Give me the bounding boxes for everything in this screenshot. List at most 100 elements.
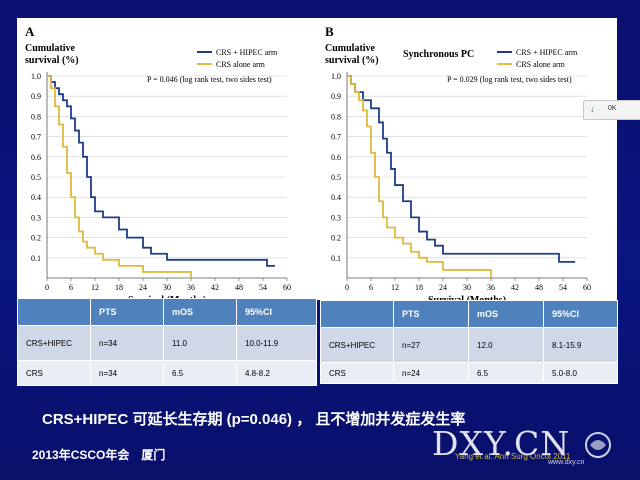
p-value-note: P = 0.046 (log rank test, two sides test… xyxy=(147,75,272,84)
x-tick-label: 0 xyxy=(45,283,49,292)
table-header-row: PTS mOS 95%CI xyxy=(320,300,618,328)
x-tick-label: 60 xyxy=(583,283,591,292)
table-row: CRS n=34 6.5 4.8-8.2 xyxy=(17,360,317,386)
x-tick-label: 6 xyxy=(369,283,373,292)
x-tick-label: 30 xyxy=(463,283,471,292)
table-cell: 6.5 xyxy=(163,360,237,386)
y-axis-label: Cumulative xyxy=(25,43,76,54)
y-tick-label: 0.4 xyxy=(31,193,41,202)
x-tick-label: 24 xyxy=(439,283,447,292)
x-tick-label: 42 xyxy=(211,283,219,292)
table-cell: 10.0-11.9 xyxy=(236,325,317,361)
x-tick-label: 42 xyxy=(511,283,519,292)
survival-curve-hipec xyxy=(47,75,275,267)
y-tick-label: 0.2 xyxy=(331,234,341,243)
x-tick-label: 0 xyxy=(345,283,349,292)
y-tick-label: 1.0 xyxy=(331,72,341,81)
table-cell: 11.0 xyxy=(163,325,237,361)
table-header-cell xyxy=(320,300,394,328)
table-cell: CRS xyxy=(320,362,394,384)
y-tick-label: 0.5 xyxy=(31,173,41,182)
y-tick-label: 0.9 xyxy=(31,92,41,101)
table-header-cell: mOS xyxy=(468,300,544,328)
x-tick-label: 18 xyxy=(115,283,123,292)
conference-footer: 2013年CSCO年会 厦门 xyxy=(32,448,166,462)
y-tick-label: 0.3 xyxy=(331,213,341,222)
survival-curve-crs xyxy=(347,75,492,278)
watermark-url: www.dxy.cn xyxy=(548,459,585,466)
table-cell: 8.1-15.9 xyxy=(543,327,618,363)
legend-label: CRS alone arm xyxy=(216,60,266,69)
table-cell: n=34 xyxy=(90,325,164,361)
table-cell: n=34 xyxy=(90,360,164,386)
legend-label: CRS alone arm xyxy=(516,60,566,69)
table-header-cell xyxy=(17,298,91,326)
x-tick-label: 54 xyxy=(259,283,267,292)
x-axis-label: Survival (Months) xyxy=(428,295,506,300)
table-cell: CRS xyxy=(17,360,91,386)
slide-caption: CRS+HIPEC 可延长生存期 (p=0.046) ， 且不增加并发症发生率 xyxy=(42,411,466,428)
panel-letter: B xyxy=(325,24,334,39)
chart-subtitle: Synchronous PC xyxy=(403,49,474,60)
table-header-cell: 95%CI xyxy=(236,298,317,326)
watermark-text: DXY.CN xyxy=(432,424,571,463)
floating-widget[interactable]: ↓ 0K xyxy=(583,100,640,120)
y-axis-label: survival (%) xyxy=(325,55,379,66)
y-tick-label: 0.3 xyxy=(31,213,41,222)
x-tick-label: 6 xyxy=(69,283,73,292)
x-tick-label: 54 xyxy=(559,283,567,292)
x-axis-label: Survival (Months) xyxy=(128,295,206,300)
y-tick-label: 0.6 xyxy=(31,153,41,162)
p-value-note: P = 0.029 (log rank test, two sides test… xyxy=(447,75,572,84)
table-cell: CRS+HIPEC xyxy=(320,327,394,363)
table-cell: 6.5 xyxy=(468,362,544,384)
x-tick-label: 30 xyxy=(163,283,171,292)
x-tick-label: 36 xyxy=(487,283,495,292)
y-tick-label: 0.7 xyxy=(31,133,41,142)
x-tick-label: 36 xyxy=(187,283,195,292)
table-cell: n=24 xyxy=(393,362,469,384)
y-tick-label: 0.5 xyxy=(331,173,341,182)
survival-curve-crs xyxy=(47,75,192,278)
y-tick-label: 0.1 xyxy=(31,254,41,263)
legend-label: CRS + HIPEC arm xyxy=(216,48,278,57)
y-tick-label: 0.6 xyxy=(331,153,341,162)
table-header-cell: PTS xyxy=(90,298,164,326)
survival-chart-a: A Cumulative survival (%) 0.1 0.2 0.3 0.4 0.5 0.… xyxy=(17,18,317,300)
legend-label: CRS + HIPEC arm xyxy=(516,48,578,57)
table-row: CRS n=24 6.5 5.0-8.0 xyxy=(320,362,618,384)
table-cell: 5.0-8.0 xyxy=(543,362,618,384)
y-tick-label: 0.9 xyxy=(331,92,341,101)
survival-chart-b: B Cumulative survival (%) Synchronous PC 0.1… xyxy=(317,18,617,300)
y-tick-label: 0.8 xyxy=(31,112,41,121)
table-row: CRS+HIPEC n=34 11.0 10.0-11.9 xyxy=(17,325,317,361)
y-tick-label: 0.7 xyxy=(331,133,341,142)
y-tick-label: 0.4 xyxy=(331,193,341,202)
widget-label: 0K xyxy=(608,105,617,112)
table-header-cell: mOS xyxy=(163,298,237,326)
table-cell: 12.0 xyxy=(468,327,544,363)
table-row: CRS+HIPEC n=27 12.0 8.1-15.9 xyxy=(320,327,618,363)
x-tick-label: 12 xyxy=(391,283,399,292)
y-tick-label: 0.8 xyxy=(331,112,341,121)
table-cell: 4.8-8.2 xyxy=(236,360,317,386)
y-tick-label: 1.0 xyxy=(31,72,41,81)
x-tick-label: 24 xyxy=(139,283,147,292)
x-tick-label: 48 xyxy=(235,283,243,292)
y-axis-label: survival (%) xyxy=(25,55,79,66)
table-header-cell: 95%CI xyxy=(543,300,618,328)
arrow-down-icon: ↓ xyxy=(590,104,595,114)
table-cell: CRS+HIPEC xyxy=(17,325,91,361)
y-axis-label: Cumulative xyxy=(325,43,376,54)
survival-curve-hipec xyxy=(347,75,575,263)
table-cell: n=27 xyxy=(393,327,469,363)
table-header-row: PTS mOS 95%CI xyxy=(17,298,317,326)
x-tick-label: 18 xyxy=(415,283,423,292)
watermark-logo-icon xyxy=(585,432,611,458)
results-table-a: PTS mOS 95%CI CRS+HIPEC n=34 11.0 10.0-1… xyxy=(17,298,317,386)
citation-credit: Yang et al. Ann Surg Oncol 2011 xyxy=(455,452,571,461)
y-tick-label: 0.2 xyxy=(31,234,41,243)
panel-letter: A xyxy=(25,24,35,39)
table-header-cell: PTS xyxy=(393,300,469,328)
